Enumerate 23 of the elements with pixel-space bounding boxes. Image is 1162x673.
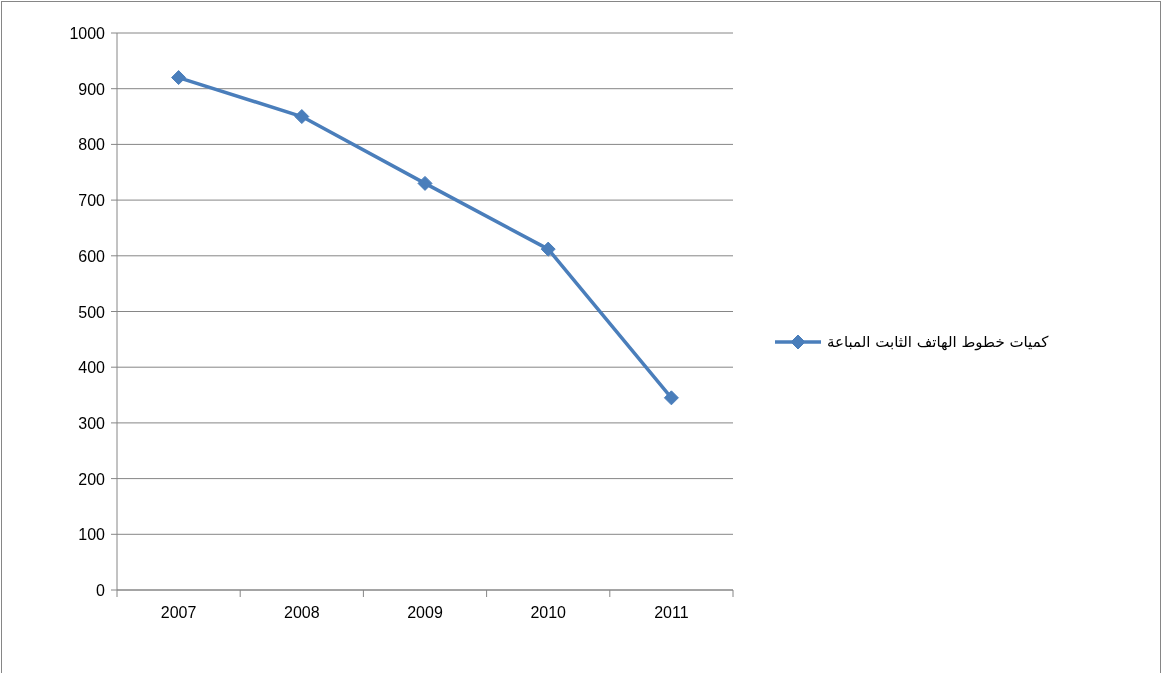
y-tick-label: 500 xyxy=(78,303,106,321)
legend-label: كميات خطوط الهاتف الثابت المباعة xyxy=(827,333,1050,351)
x-tick-label: 2011 xyxy=(654,604,689,621)
x-tick-label: 2007 xyxy=(160,604,197,621)
y-tick-label: 0 xyxy=(96,582,106,599)
x-tick-label: 2008 xyxy=(284,604,320,621)
y-tick-label: 900 xyxy=(78,80,106,98)
y-tick-label: 800 xyxy=(78,136,106,154)
point xyxy=(294,109,310,125)
y-tick-label: 1000 xyxy=(69,25,106,42)
y-tick-label: 100 xyxy=(78,526,106,544)
y-tick-label: 600 xyxy=(78,247,106,265)
point xyxy=(540,241,556,257)
point xyxy=(417,175,433,191)
point xyxy=(663,390,679,406)
point xyxy=(171,70,187,86)
y-tick-label: 400 xyxy=(78,359,106,377)
legend: كميات خطوط الهاتف الثابت المباعة xyxy=(775,333,1049,351)
x-tick-label: 2010 xyxy=(530,604,567,621)
y-tick-label: 700 xyxy=(78,192,106,210)
y-tick-label: 300 xyxy=(78,414,106,432)
x-tick-label: 2009 xyxy=(407,604,443,621)
y-tick-label: 200 xyxy=(78,470,106,488)
